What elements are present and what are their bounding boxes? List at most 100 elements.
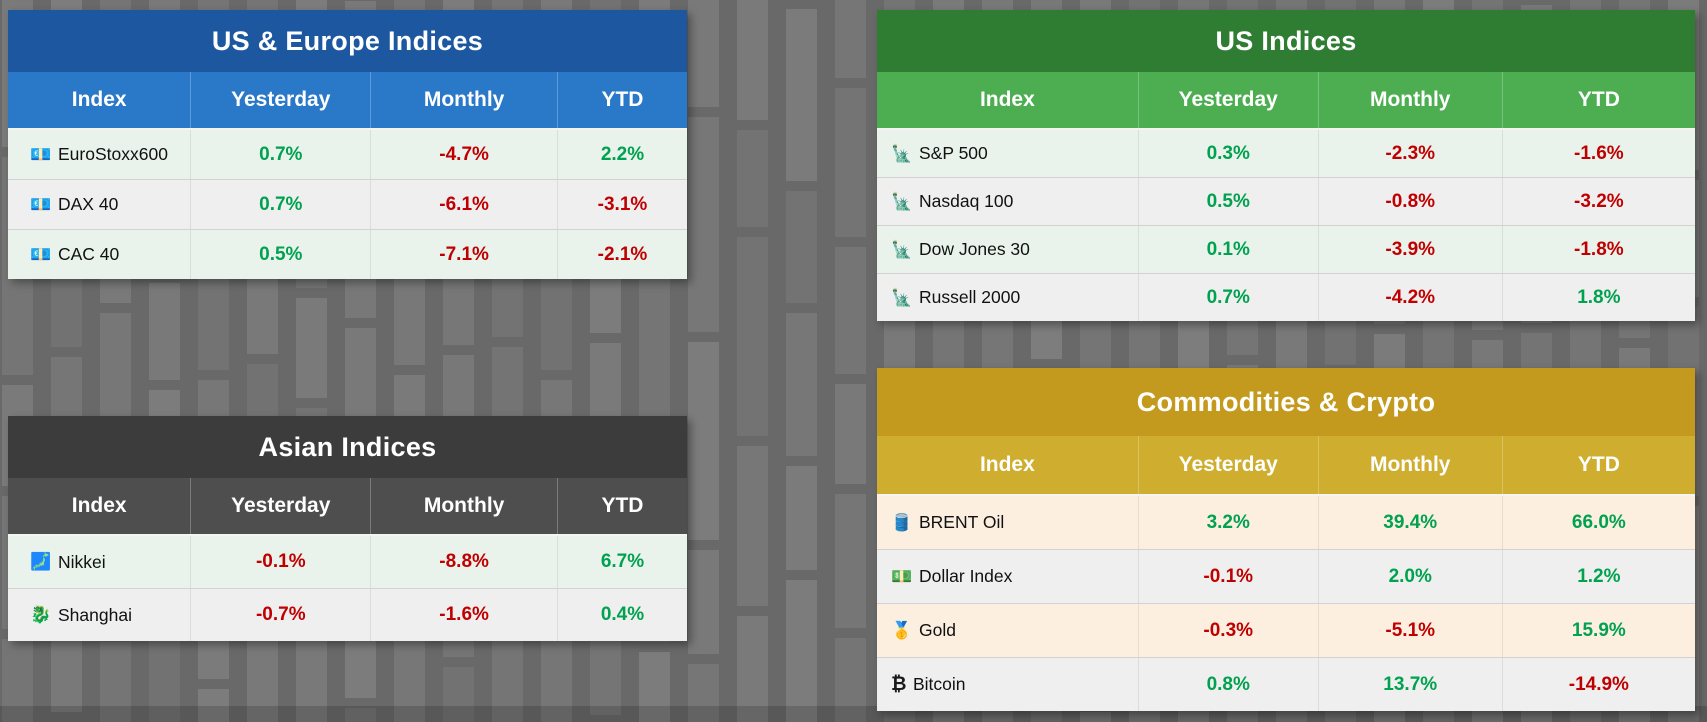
background-bar xyxy=(737,130,768,227)
table-title: US & Europe Indices xyxy=(8,10,687,72)
table-row: 🛢️ BRENT Oil 3.2% 39.4% 66.0% xyxy=(877,496,1695,550)
index-name: Dow Jones 30 xyxy=(919,239,1030,259)
index-cell: 🗽 Nasdaq 100 xyxy=(877,178,1139,225)
column-header-ytd: YTD xyxy=(1577,453,1620,476)
yesterday-cell: 0.5% xyxy=(1139,178,1319,225)
ytd-cell: 0.4% xyxy=(600,604,645,625)
ytd-cell: 66.0% xyxy=(1571,511,1626,533)
table-title: US Indices xyxy=(877,10,1695,72)
monthly-cell: -5.1% xyxy=(1319,604,1503,657)
index-cell: 🛢️ BRENT Oil xyxy=(877,496,1139,549)
yesterday-cell: 0.8% xyxy=(1139,658,1319,711)
column-header-index: Index xyxy=(8,478,192,534)
table-row: 🗾 Nikkei -0.1% -8.8% 6.7% xyxy=(8,536,687,589)
table-row: 💶 EuroStoxx600 0.7% -4.7% 2.2% xyxy=(8,130,687,180)
index-cell: 💶 EuroStoxx600 xyxy=(8,130,192,179)
background-bar xyxy=(835,88,866,237)
monthly-cell: 39.4% xyxy=(1319,496,1503,549)
background-bar xyxy=(786,466,817,570)
column-header-monthly: Monthly xyxy=(1319,436,1503,494)
background-bar xyxy=(737,0,768,120)
ytd-cell: -1.6% xyxy=(1574,142,1624,164)
background-bar xyxy=(688,550,719,654)
column-header-yesterday: Yesterday xyxy=(191,72,372,128)
yesterday-cell: 3.2% xyxy=(1139,496,1319,549)
index-name: CAC 40 xyxy=(58,244,120,264)
column-header-yesterday: Yesterday xyxy=(1139,72,1319,128)
index-name: Shanghai xyxy=(58,604,132,625)
monthly-cell: -4.7% xyxy=(371,130,558,179)
column-header-row: Index Yesterday Monthly YTD xyxy=(8,72,687,130)
column-header-index: Index xyxy=(8,72,192,128)
table-body: 💶 EuroStoxx600 0.7% -4.7% 2.2% 💶 DAX 40 0.7% -6.… xyxy=(8,130,687,279)
index-name: Bitcoin xyxy=(913,674,966,694)
yesterday-cell: -0.3% xyxy=(1139,604,1319,657)
background-bar xyxy=(737,446,768,606)
column-header-ytd: YTD xyxy=(601,88,644,111)
background-bar xyxy=(737,237,768,436)
column-header-ytd: YTD xyxy=(601,494,644,517)
euro-banknote-icon: 💶 xyxy=(30,144,52,164)
monthly-cell: -2.3% xyxy=(1319,130,1503,177)
column-header-row: Index Yesterday Monthly YTD xyxy=(8,478,687,536)
index-name: Russell 2000 xyxy=(919,287,1021,307)
asian-indices-table: Asian Indices Index Yesterday Monthly YTD 🗾… xyxy=(8,416,687,641)
table-row: ₿ Bitcoin 0.8% 13.7% -14.9% xyxy=(877,658,1695,711)
table-row: 🗽 S&P 500 0.3% -2.3% -1.6% xyxy=(877,130,1695,178)
background-bar xyxy=(688,664,719,722)
background-bar xyxy=(51,638,82,712)
ytd-cell: -2.1% xyxy=(597,243,648,265)
column-header-index: Index xyxy=(877,436,1139,494)
dollar-banknote-icon: 💵 xyxy=(891,566,913,586)
column-header-yesterday: Yesterday xyxy=(1139,436,1319,494)
background-bar xyxy=(786,580,817,722)
column-header-row: Index Yesterday Monthly YTD xyxy=(877,436,1695,496)
monthly-cell: -0.8% xyxy=(1319,178,1503,225)
monthly-cell: -8.8% xyxy=(371,536,558,588)
yesterday-cell: -0.7% xyxy=(191,589,372,641)
background-bar xyxy=(688,342,719,540)
background-bar xyxy=(786,313,817,456)
monthly-cell: -3.9% xyxy=(1319,226,1503,273)
background-bar xyxy=(688,117,719,332)
index-cell: 🥇 Gold xyxy=(877,604,1139,657)
column-header-monthly: Monthly xyxy=(371,478,558,534)
monthly-cell: 2.0% xyxy=(1319,550,1503,603)
index-cell: 💶 CAC 40 xyxy=(8,230,192,279)
yesterday-cell: -0.1% xyxy=(1139,550,1319,603)
monthly-cell: 13.7% xyxy=(1319,658,1503,711)
background-bar xyxy=(835,494,866,628)
yesterday-cell: 0.3% xyxy=(1139,130,1319,177)
ytd-cell: 1.2% xyxy=(1577,565,1621,587)
table-row: 💶 CAC 40 0.5% -7.1% -2.1% xyxy=(8,230,687,279)
table-row: 🥇 Gold -0.3% -5.1% 15.9% xyxy=(877,604,1695,658)
euro-banknote-icon: 💶 xyxy=(30,194,52,214)
statue-of-liberty-icon: 🗽 xyxy=(891,191,913,211)
bitcoin-icon: ₿ xyxy=(891,673,907,695)
us-indices-table: US Indices Index Yesterday Monthly YTD 🗽 S&P… xyxy=(877,10,1695,321)
column-header-monthly: Monthly xyxy=(1319,72,1503,128)
monthly-cell: -1.6% xyxy=(371,589,558,641)
table-title: Commodities & Crypto xyxy=(877,368,1695,436)
table-row: 🗽 Russell 2000 0.7% -4.2% 1.8% xyxy=(877,274,1695,321)
statue-of-liberty-icon: 🗽 xyxy=(891,239,913,259)
us-europe-indices-table: US & Europe Indices Index Yesterday Monthl… xyxy=(8,10,687,279)
background-bar xyxy=(2,639,33,722)
japan-map-icon: 🗾 xyxy=(30,552,52,571)
index-cell: 💵 Dollar Index xyxy=(877,550,1139,603)
index-cell: 🗽 S&P 500 xyxy=(877,130,1139,177)
index-name: EuroStoxx600 xyxy=(58,144,168,164)
yesterday-cell: 0.5% xyxy=(191,230,372,279)
index-cell: 💶 DAX 40 xyxy=(8,180,192,229)
monthly-cell: -6.1% xyxy=(371,180,558,229)
table-row: 🗽 Nasdaq 100 0.5% -0.8% -3.2% xyxy=(877,178,1695,226)
background-bar xyxy=(737,616,768,722)
ytd-cell: -3.2% xyxy=(1574,190,1624,212)
background-bar xyxy=(786,9,817,181)
oil-drum-icon: 🛢️ xyxy=(891,512,913,532)
background-bar xyxy=(149,283,180,380)
monthly-cell: -4.2% xyxy=(1319,274,1503,321)
column-header-ytd: YTD xyxy=(1577,88,1620,111)
index-cell: 🗽 Russell 2000 xyxy=(877,274,1139,321)
background-bar xyxy=(835,0,866,78)
